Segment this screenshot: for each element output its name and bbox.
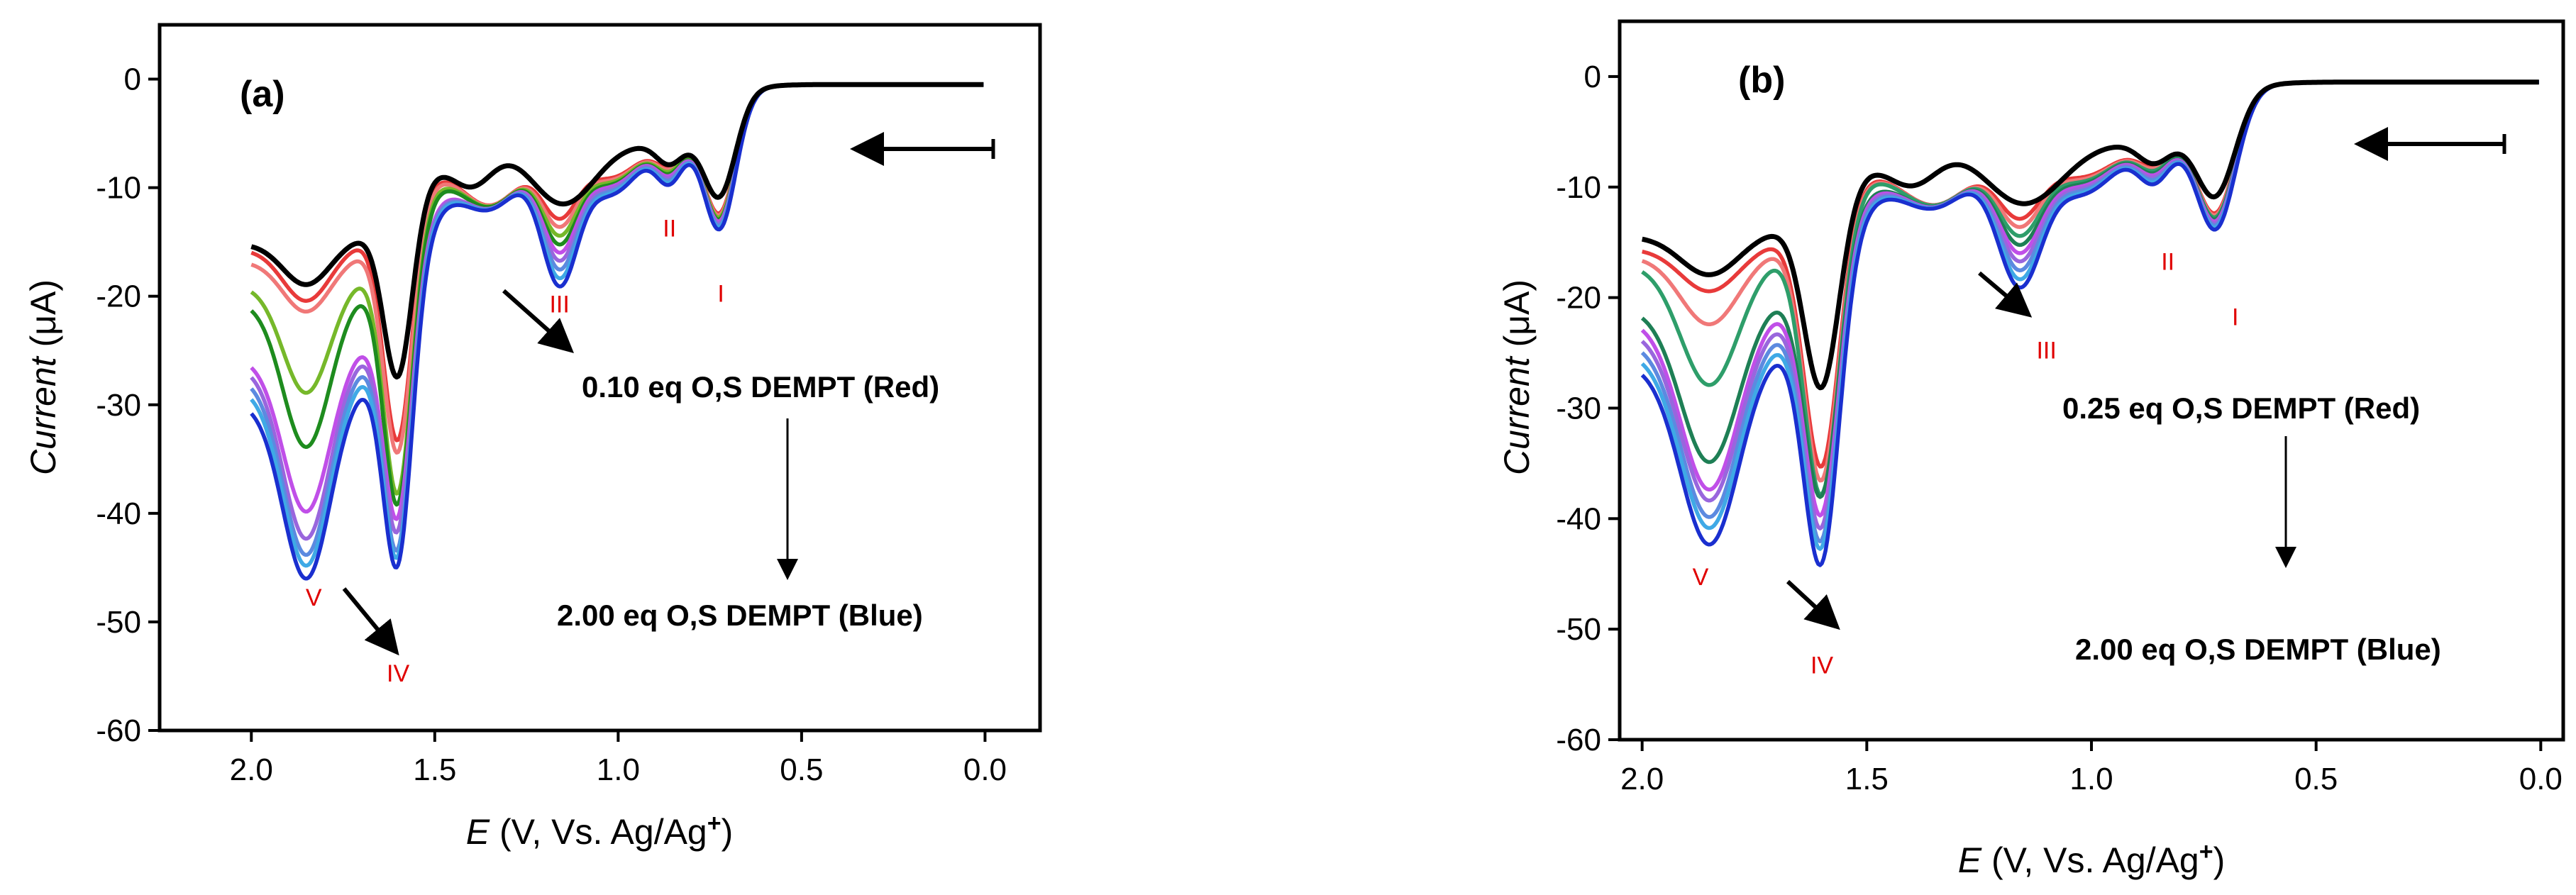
x-tick-label: 0.5 [780, 752, 823, 787]
y-tick-label: -30 [96, 388, 141, 423]
peak-label: I [2232, 304, 2238, 331]
x-tick-label: 1.0 [597, 752, 640, 787]
series-line-s7 [250, 82, 985, 541]
y-axis-title-italic-a: Current [23, 355, 63, 475]
series-line-s9 [1640, 79, 2540, 551]
plot-frame-a [157, 23, 1042, 733]
x-axis-b: 2.0 1.5 1.0 0.5 0.0 [1620, 740, 2563, 796]
annotation-bottom-b: 2.00 eq O,S DEMPT (Blue) [2075, 633, 2441, 666]
series-line-s6 [1640, 79, 2540, 518]
peak-label: V [1693, 564, 1709, 591]
series-group-a [250, 82, 985, 581]
x-axis-title-sup-a: + [707, 810, 722, 837]
peak-label: V [306, 584, 322, 611]
x-tick-label: 1.5 [1845, 762, 1889, 796]
y-axis-title-b: Current (μA) [1497, 279, 1537, 475]
arrows-a [342, 132, 995, 656]
y-tick-label: -60 [96, 713, 141, 748]
y-axis-title-a: Current (μA) [23, 279, 63, 475]
peak-label: I [717, 280, 724, 307]
peak-label: IV [387, 660, 409, 687]
peak-label: II [2161, 249, 2174, 276]
x-tick-label: 0.0 [963, 752, 1007, 787]
y-tick-label: -10 [96, 171, 141, 206]
peak-trend-arrow [1978, 271, 2033, 318]
x-axis-title-a: E (V, Vs. Ag/Ag+) [466, 810, 734, 852]
y-axis-title-rest-a: (μA) [23, 279, 63, 357]
x-axis-title-close-b: ) [2213, 840, 2226, 880]
x-tick-label: 2.0 [230, 752, 273, 787]
x-axis-title-italic-a: E [466, 812, 490, 852]
peak-label: III [2036, 337, 2056, 364]
y-tick-label: -10 [1556, 170, 1601, 205]
series-line-blank [1641, 79, 2540, 391]
x-tick-label: 2.0 [1620, 762, 1664, 796]
panel-a: 0-10-20-30-40-50-60 2.0 1.5 1.0 0.5 0.0 IIII… [23, 23, 1042, 852]
y-tick-label: 0 [1584, 60, 1601, 94]
x-tick-label: 0.5 [2294, 762, 2338, 796]
y-tick-label: -20 [96, 279, 141, 314]
peak-label: III [549, 291, 569, 318]
y-tick-label: -20 [1556, 281, 1601, 316]
arrows-b [1786, 127, 2506, 630]
series-line-blank [250, 82, 985, 380]
x-axis-title-rest-a: (V, Vs. Ag/Ag [490, 812, 707, 852]
x-axis-title-italic-b: E [1958, 840, 1982, 880]
annotation-top-a: 0.10 eq O,S DEMPT (Red) [582, 370, 939, 404]
series-group-b [1640, 79, 2540, 567]
y-tick-label: -50 [1556, 612, 1601, 647]
y-axis-title-rest-b: (μA) [1497, 279, 1537, 357]
peak-label: II [663, 216, 676, 243]
x-axis-title-b: E (V, Vs. Ag/Ag+) [1958, 838, 2226, 880]
y-axis-title-italic-b: Current [1497, 355, 1537, 475]
panel-label-b: (b) [1738, 60, 1785, 101]
panel-b: 0-10-20-30-40-50-60 2.0 1.5 1.0 0.5 0.0 IIII… [1497, 19, 2565, 880]
series-line-s4 [250, 82, 985, 496]
x-axis-a: 2.0 1.5 1.0 0.5 0.0 [230, 730, 1007, 787]
series-line-s7 [1640, 79, 2540, 530]
peak-label: IV [1811, 652, 1833, 679]
y-tick-label: -40 [96, 496, 141, 531]
y-tick-label: -40 [1556, 501, 1601, 536]
y-tick-label: 0 [124, 62, 141, 97]
x-axis-title-sup-b: + [2199, 838, 2213, 865]
peak-trend-arrow [1786, 579, 1840, 630]
panel-label-a: (a) [240, 74, 285, 115]
y-tick-label: -30 [1556, 391, 1601, 426]
y-axis-b: 0 -10 -20 -30 -40 -50 -60 [1556, 60, 1620, 757]
x-tick-label: 1.5 [413, 752, 456, 787]
peak-trend-arrow [502, 289, 574, 353]
y-axis-a: 0 -10 -20 -30 -40 -50 -60 [96, 62, 160, 748]
y-tick-label: -60 [1556, 723, 1601, 757]
y-tick-label: -50 [96, 605, 141, 640]
x-tick-label: 0.0 [2519, 762, 2563, 796]
annotation-bottom-a: 2.00 eq O,S DEMPT (Blue) [557, 599, 923, 632]
annotation-top-b: 0.25 eq O,S DEMPT (Red) [2062, 391, 2420, 425]
x-axis-title-close-a: ) [722, 812, 734, 852]
x-axis-title-rest-b: (V, Vs. Ag/Ag [1981, 840, 2199, 880]
x-tick-label: 1.0 [2069, 762, 2113, 796]
peak-trend-arrow [342, 587, 399, 656]
